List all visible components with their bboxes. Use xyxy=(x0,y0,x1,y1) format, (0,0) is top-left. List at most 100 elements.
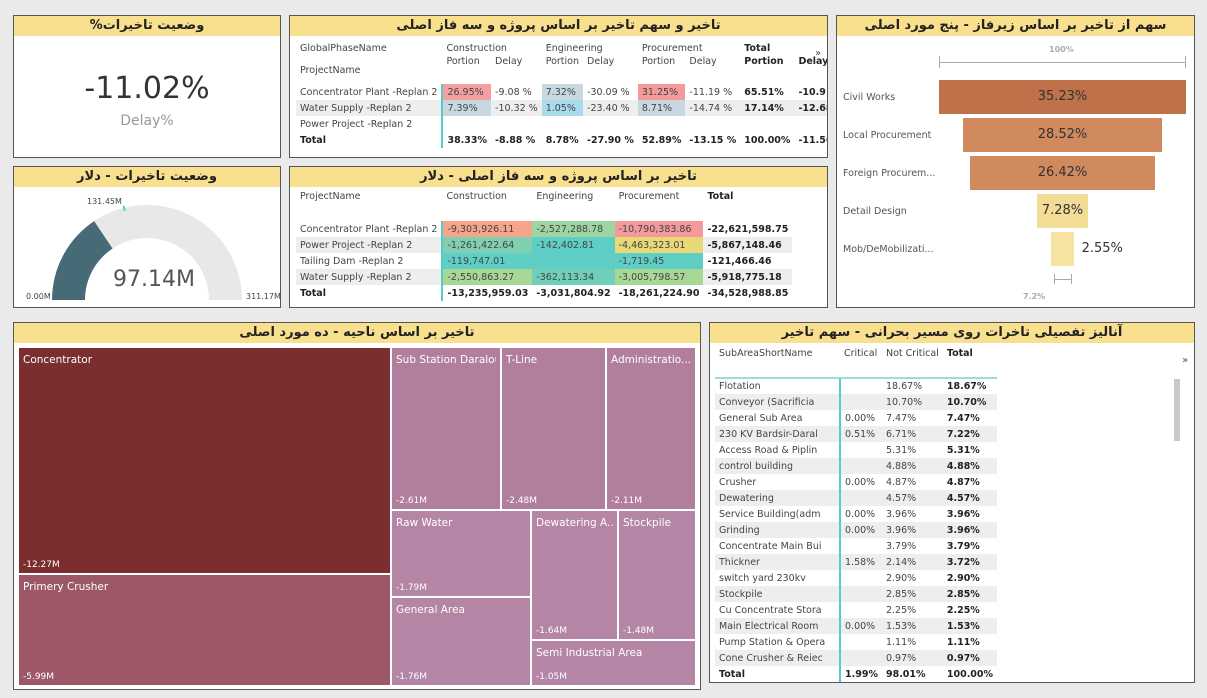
scrollbar[interactable] xyxy=(1174,379,1180,441)
table-cell: Cone Crusher & Reiec xyxy=(715,650,841,666)
table-row[interactable]: Crusher 0.00% 4.87% 4.87% xyxy=(715,474,997,490)
table-cell: 1.53% xyxy=(885,620,917,632)
funnel-bar[interactable]: 7.28% xyxy=(1036,194,1088,228)
table-row[interactable]: Concentrator Plant -Replan 2 -9,303,926.1… xyxy=(296,221,792,237)
header-row[interactable]: ProjectName Portion Delay Portion Delay Porti… xyxy=(296,56,827,84)
treemap-tile[interactable]: Stockpile -1.48M xyxy=(618,510,696,640)
table-cell: 0.00% xyxy=(845,508,876,520)
table-cell xyxy=(840,586,882,602)
table-cell: 1.53% xyxy=(946,620,980,632)
table-row[interactable]: Cu Concentrate Stora 2.25% 2.25% xyxy=(715,602,997,618)
total-cell: 38.33% xyxy=(447,134,488,146)
table-cell: 2.90% xyxy=(885,572,917,584)
kpi-label: Delay% xyxy=(120,113,174,129)
table-cell: 4.57% xyxy=(885,492,917,504)
table-cell: 2.25% xyxy=(885,604,917,616)
funnel-bar[interactable]: 35.23% xyxy=(939,80,1186,114)
table-row[interactable]: control building 4.88% 4.88% xyxy=(715,458,998,474)
table-row[interactable]: switch yard 230kv 2.90% 2.90% xyxy=(715,570,997,586)
header-row[interactable]: SubAreaShortName Critical Not Critical Tota… xyxy=(715,348,998,379)
funnel-bar[interactable]: 28.52% xyxy=(962,118,1163,152)
table-row[interactable]: Power Project -Replan 2 xyxy=(296,116,827,132)
table-row[interactable]: Concentrator Plant -Replan 2 26.95% -9.08 … xyxy=(296,84,827,100)
treemap-tile[interactable]: Administratio... -2.11M xyxy=(606,347,696,510)
table-row[interactable]: Power Project -Replan 2 -1,261,422.64 -142… xyxy=(296,237,793,253)
total-row: Total 38.33% -8.88 % 8.78% -27.90 % 52.89% -13… xyxy=(296,132,827,148)
treemap-tile-label: Raw Water xyxy=(396,517,453,529)
table-cell: 7.22% xyxy=(946,428,980,440)
funnel-bar[interactable]: 2.55% xyxy=(1051,232,1123,266)
table-cell: Power Project -Replan 2 xyxy=(296,237,444,253)
table-cell: 230 KV Bardsir-Daral xyxy=(715,426,841,442)
table-cell: 6.71% xyxy=(885,428,917,440)
table-row[interactable]: Flotation 18.67% 18.67% xyxy=(715,378,997,394)
expand-icon[interactable]: » xyxy=(1182,355,1188,366)
gauge-card: وضعیت تاخیرات - دلار 131.45M 97.14M 0.00… xyxy=(13,166,281,308)
portion-table: GlobalPhaseName Construction Engineering Pr… xyxy=(296,40,827,148)
table-cell xyxy=(840,458,882,474)
expand-icon[interactable]: » xyxy=(815,48,821,59)
table-cell xyxy=(840,634,882,650)
funnel-value-label: 26.42% xyxy=(1037,165,1088,180)
row-label: Water Supply -Replan 2 xyxy=(296,100,444,116)
table-cell: 31.25% xyxy=(637,84,686,100)
table-cell: 1.11% xyxy=(885,636,917,648)
table-row[interactable]: Pump Station & Opera 1.11% 1.11% xyxy=(715,634,997,650)
funnel-top-bracket xyxy=(939,56,1186,68)
treemap-tile[interactable]: Raw Water -1.79M xyxy=(391,510,531,597)
table-row[interactable]: Main Electrical Room 0.00% 1.53% 1.53% xyxy=(715,618,998,634)
treemap-tile[interactable]: Dewatering A... -1.64M xyxy=(531,510,618,640)
header-row[interactable]: ProjectName Construction Engineering Procur… xyxy=(296,191,792,221)
table-cell: 2.14% xyxy=(885,556,917,568)
table-cell: Access Road & Piplin xyxy=(715,442,841,458)
funnel-bar[interactable]: 26.42% xyxy=(969,156,1156,190)
table-cell: 7.39% xyxy=(442,100,492,116)
table-cell: 4.88% xyxy=(946,460,980,472)
table-row[interactable]: Cone Crusher & Reiec 0.97% 0.97% xyxy=(715,650,998,666)
table-row[interactable]: Conveyor (Sacrificia 10.70% 10.70% xyxy=(715,394,998,410)
treemap-tile-label: Concentrator xyxy=(23,354,93,366)
treemap-tile[interactable]: Sub Station Daralou -2.61M xyxy=(391,347,501,510)
treemap-tile-label: T-Line xyxy=(506,354,538,366)
gauge-min-label: 0.00M xyxy=(26,292,51,301)
table-cell: -3,005,798.57 xyxy=(614,269,704,285)
treemap-tile[interactable]: Concentrator -12.27M xyxy=(18,347,391,574)
total-row: Total -13,235,959.03 -3,031,804.92 -18,261,… xyxy=(296,285,792,301)
table-row[interactable]: General Sub Area 0.00% 7.47% 7.47% xyxy=(715,410,997,426)
funnel-card: سهم از تاخیر بر اساس زیرفاز - پنج مورد ا… xyxy=(836,15,1195,308)
column-header: SubAreaShortName xyxy=(715,348,840,379)
table-row[interactable]: 230 KV Bardsir-Daral 0.51% 6.71% 7.22% xyxy=(715,426,998,442)
table-row[interactable]: Concentrate Main Bui 3.79% 3.79% xyxy=(715,538,997,554)
table-row[interactable]: Dewatering 4.57% 4.57% xyxy=(715,490,998,506)
table-row[interactable]: Stockpile 2.85% 2.85% xyxy=(715,586,998,602)
table-row[interactable]: Grinding 0.00% 3.96% 3.96% xyxy=(715,522,998,538)
treemap-tile[interactable]: T-Line -2.48M xyxy=(501,347,606,510)
table-row[interactable]: Thickner 1.58% 2.14% 3.72% xyxy=(715,554,998,570)
table-cell: Cu Concentrate Stora xyxy=(715,602,841,618)
table-cell: -9,303,926.11 xyxy=(442,221,533,237)
gauge-chart xyxy=(52,205,242,300)
table-row[interactable]: Tailing Dam -Replan 2 -119,747.01 -1,719.4… xyxy=(296,253,792,269)
treemap-tile-value: -12.27M xyxy=(23,560,60,570)
table-cell: Service Building(adm xyxy=(715,506,841,522)
row-label: Power Project -Replan 2 xyxy=(296,116,444,132)
table-cell: 3.96% xyxy=(885,524,917,536)
table-row[interactable]: Service Building(adm 0.00% 3.96% 3.96% xyxy=(715,506,997,522)
treemap-tile[interactable]: General Area -1.76M xyxy=(391,597,531,686)
table-cell: 65.51% xyxy=(744,86,784,98)
table-row[interactable]: Water Supply -Replan 2 -2,550,863.27 -362,… xyxy=(296,269,793,285)
table-cell: -10.32 % xyxy=(495,102,538,114)
treemap-tile[interactable]: Semi Industrial Area -1.05M xyxy=(531,640,696,686)
row-label: Concentrator Plant -Replan 2 xyxy=(296,84,444,100)
table-cell: Stockpile xyxy=(715,586,841,602)
table-row[interactable]: Water Supply -Replan 2 7.39% -10.32 % 1.05%… xyxy=(296,100,827,116)
dollar-table: ProjectName Construction Engineering Procur… xyxy=(296,191,793,301)
treemap-card: تاخیر بر اساس ناحیه - ده مورد اصلی Conce… xyxy=(13,322,701,690)
table-cell: 3.96% xyxy=(946,524,980,536)
total-cell: -11.56 % xyxy=(798,134,827,146)
treemap-tile[interactable]: Primery Crusher -5.99M xyxy=(18,574,391,686)
table-cell: 3.72% xyxy=(946,556,980,568)
treemap-tile-value: -2.61M xyxy=(396,496,428,506)
table-row[interactable]: Access Road & Piplin 5.31% 5.31% xyxy=(715,442,997,458)
total-cell: -34,528,988.85 xyxy=(707,287,789,299)
